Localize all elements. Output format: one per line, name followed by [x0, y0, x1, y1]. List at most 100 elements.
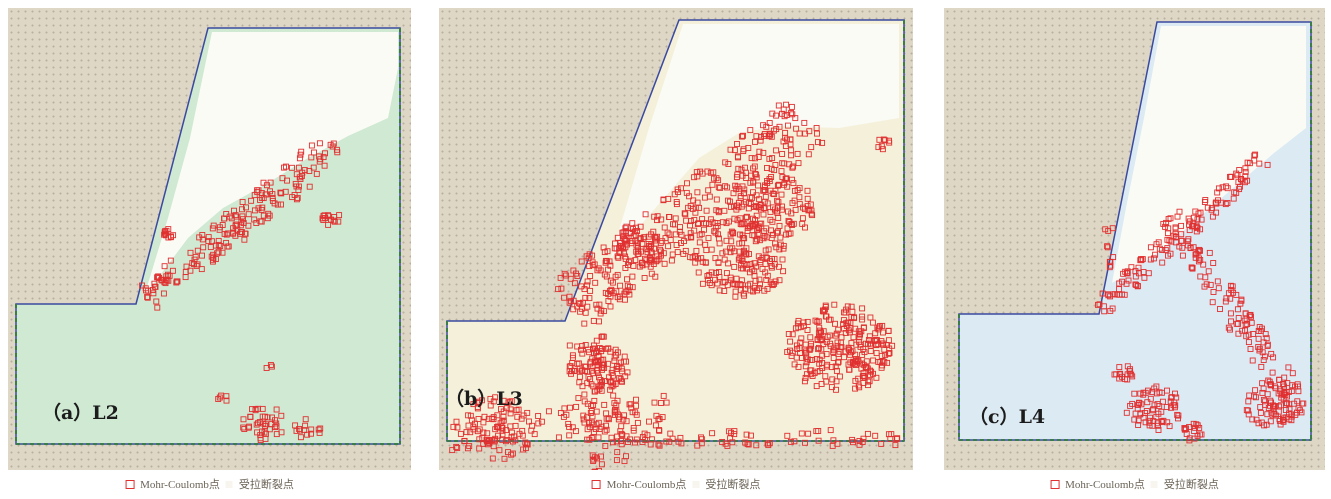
failure-point — [596, 359, 603, 366]
failure-point — [331, 214, 338, 220]
failure-point — [738, 255, 745, 262]
failure-point — [1155, 422, 1162, 429]
panel-b: （b）L3 Mohr-Coulomb点 受拉断裂点 — [439, 8, 913, 498]
failure-point — [880, 136, 887, 143]
failure-point — [1256, 160, 1263, 167]
failure-point — [723, 220, 730, 227]
failure-point — [1170, 232, 1177, 239]
failure-point — [568, 370, 574, 377]
failure-point — [260, 179, 267, 186]
failure-point — [740, 132, 746, 139]
failure-point — [593, 337, 600, 344]
failure-point — [864, 430, 871, 437]
failure-point — [749, 194, 755, 201]
failure-point — [594, 358, 601, 365]
failure-point — [703, 207, 710, 214]
failure-point — [457, 430, 464, 437]
failure-point — [1247, 346, 1254, 352]
failure-point — [1227, 282, 1234, 289]
failure-point — [624, 241, 630, 248]
failure-point — [1215, 185, 1222, 192]
mohr-coulomb-marker-icon — [1050, 479, 1060, 489]
failure-point — [767, 132, 774, 139]
failure-point — [609, 279, 616, 286]
failure-point — [480, 429, 487, 436]
failure-point — [295, 164, 302, 171]
failure-point — [558, 285, 565, 292]
failure-point — [760, 187, 767, 194]
failure-point — [289, 164, 295, 171]
failure-point — [753, 171, 760, 178]
failure-point — [813, 125, 820, 131]
failure-point — [769, 110, 776, 117]
failure-point — [879, 146, 886, 153]
failure-point — [557, 274, 564, 281]
failure-point — [232, 232, 239, 239]
failure-point — [308, 430, 314, 437]
failure-point — [1150, 418, 1157, 425]
failure-point — [769, 231, 776, 238]
tensile-zone — [611, 24, 899, 258]
failure-point — [591, 349, 597, 356]
failure-point — [597, 310, 604, 317]
failure-point — [1213, 209, 1220, 216]
failure-point — [481, 413, 488, 420]
failure-point — [725, 260, 732, 267]
failure-point — [725, 161, 732, 167]
failure-point — [520, 446, 527, 453]
failure-point — [732, 288, 739, 295]
failure-point — [1133, 282, 1140, 288]
failure-point — [834, 342, 841, 349]
failure-point — [484, 441, 491, 448]
failure-point — [695, 220, 702, 227]
failure-point — [787, 338, 794, 345]
failure-point — [1136, 400, 1143, 406]
failure-point — [816, 333, 823, 340]
failure-point — [330, 140, 337, 147]
failure-point — [1295, 405, 1302, 412]
failure-point — [804, 327, 811, 333]
failure-point — [665, 243, 672, 250]
legend: Mohr-Coulomb点 受拉断裂点 — [1050, 476, 1219, 492]
failure-point — [706, 280, 713, 286]
failure-point — [753, 133, 760, 140]
failure-point — [875, 326, 882, 333]
failure-point — [187, 267, 194, 274]
failure-point — [199, 232, 206, 238]
failure-point — [209, 225, 216, 232]
failure-point — [1131, 416, 1138, 423]
failure-point — [789, 111, 796, 118]
failure-point — [306, 183, 313, 190]
failure-point — [1158, 389, 1165, 396]
failure-points — [449, 101, 901, 481]
failure-point — [507, 410, 514, 417]
failure-point — [789, 164, 796, 171]
failure-point — [873, 350, 880, 357]
failure-point — [656, 442, 663, 449]
failure-point — [755, 154, 762, 160]
failure-point — [743, 431, 750, 438]
failure-point — [711, 228, 718, 235]
failure-point — [691, 227, 698, 234]
tensile-marker-icon — [1150, 480, 1158, 488]
failure-point — [627, 229, 634, 236]
failure-point — [450, 423, 457, 430]
failure-point — [273, 406, 280, 413]
failure-point — [267, 362, 274, 368]
failure-point — [866, 333, 873, 340]
failure-point — [615, 416, 622, 423]
failure-point — [567, 404, 573, 411]
failure-point — [764, 285, 771, 292]
failure-point — [1201, 199, 1208, 205]
failure-point — [308, 142, 315, 149]
failure-point — [824, 361, 831, 368]
failure-point — [655, 416, 662, 423]
failure-point — [602, 443, 609, 449]
failure-point — [778, 191, 785, 198]
failure-point — [468, 417, 475, 424]
failure-point — [526, 418, 532, 425]
failure-point — [1173, 394, 1180, 401]
failure-point — [835, 358, 842, 365]
failure-point — [1260, 357, 1267, 363]
failure-point — [1192, 251, 1199, 258]
